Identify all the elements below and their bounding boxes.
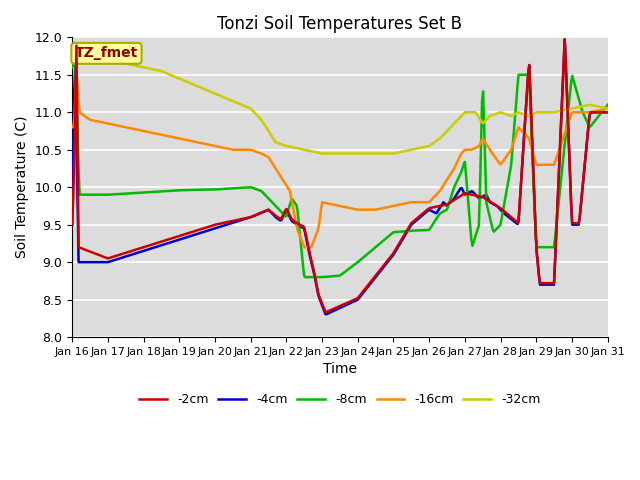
- -4cm: [593, 109, 601, 115]
- Y-axis label: Soil Temperature (C): Soil Temperature (C): [15, 116, 29, 258]
- -4cm: [323, 312, 330, 317]
- -16cm: [389, 203, 397, 209]
- -2cm: [323, 309, 330, 315]
- -16cm: [604, 106, 611, 111]
- -16cm: [593, 108, 601, 114]
- -2cm: [593, 109, 601, 115]
- -32cm: [593, 103, 601, 109]
- -4cm: [561, 36, 568, 42]
- -16cm: [324, 201, 332, 206]
- -2cm: [508, 215, 516, 221]
- Line: -32cm: -32cm: [72, 45, 607, 154]
- -32cm: [72, 42, 80, 48]
- Line: -8cm: -8cm: [72, 64, 607, 277]
- Text: TZ_fmet: TZ_fmet: [75, 47, 138, 60]
- -8cm: [68, 64, 76, 70]
- -32cm: [324, 151, 332, 156]
- -2cm: [388, 252, 396, 258]
- -4cm: [324, 311, 332, 317]
- -32cm: [68, 46, 76, 51]
- -2cm: [359, 288, 367, 294]
- -16cm: [360, 207, 368, 213]
- -2cm: [561, 36, 568, 42]
- -8cm: [70, 61, 78, 67]
- -2cm: [324, 309, 332, 314]
- -32cm: [389, 151, 397, 156]
- -4cm: [388, 254, 396, 260]
- -32cm: [360, 151, 368, 156]
- -2cm: [68, 222, 76, 228]
- -32cm: [604, 106, 611, 111]
- -16cm: [328, 202, 336, 207]
- -4cm: [68, 222, 76, 228]
- -32cm: [318, 151, 326, 156]
- -4cm: [604, 109, 611, 115]
- -8cm: [324, 274, 332, 279]
- -16cm: [72, 68, 80, 74]
- Title: Tonzi Soil Temperatures Set B: Tonzi Soil Temperatures Set B: [218, 15, 462, 33]
- -8cm: [328, 274, 336, 279]
- -8cm: [593, 115, 601, 121]
- -16cm: [509, 141, 517, 146]
- -8cm: [360, 254, 368, 260]
- -4cm: [327, 309, 335, 315]
- -32cm: [509, 112, 517, 118]
- -4cm: [359, 290, 367, 296]
- Line: -16cm: -16cm: [72, 71, 607, 247]
- -16cm: [301, 244, 309, 250]
- Legend: -2cm, -4cm, -8cm, -16cm, -32cm: -2cm, -4cm, -8cm, -16cm, -32cm: [134, 388, 545, 411]
- -8cm: [509, 137, 517, 143]
- Line: -4cm: -4cm: [72, 39, 607, 314]
- -8cm: [301, 274, 309, 280]
- -2cm: [604, 109, 611, 115]
- Line: -2cm: -2cm: [72, 39, 607, 312]
- -8cm: [389, 229, 397, 235]
- -4cm: [508, 217, 516, 223]
- -32cm: [328, 151, 336, 156]
- X-axis label: Time: Time: [323, 362, 357, 376]
- -8cm: [604, 102, 611, 108]
- -2cm: [327, 307, 335, 313]
- -16cm: [68, 124, 76, 130]
